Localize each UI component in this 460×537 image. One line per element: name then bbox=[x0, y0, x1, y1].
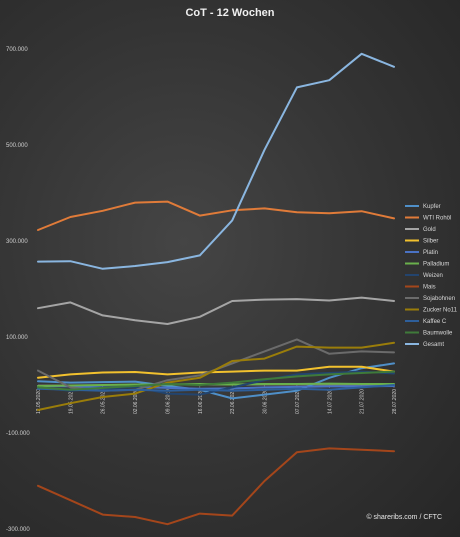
x-tick-label: 12.05.2020 bbox=[36, 389, 42, 414]
x-tick-label: 21.07.2020 bbox=[360, 389, 366, 414]
series-line-kaffee-c bbox=[37, 384, 395, 392]
y-tick-label: 700.000 bbox=[6, 47, 28, 53]
x-axis: 12.05.2020 19.05.2020 26.05.2020 02.06.2020… bbox=[36, 384, 398, 414]
y-tick-label: 500.000 bbox=[6, 143, 28, 149]
series-line-wti-roh-l bbox=[37, 200, 395, 231]
legend-item-label: Sojabohnen bbox=[423, 296, 455, 302]
x-tick-label: 30.06.2020 bbox=[263, 389, 269, 414]
legend-item-label: Weizen bbox=[423, 273, 443, 279]
plot-area bbox=[37, 52, 395, 526]
source-credit: © shareribs.com / CFTC bbox=[366, 513, 442, 521]
y-tick-label: 100.000 bbox=[6, 335, 28, 341]
x-tick-label: 23.06.2020 bbox=[230, 389, 236, 414]
legend-item-label: Palladium bbox=[423, 262, 449, 268]
legend-item-label: Kaffee C bbox=[423, 319, 447, 325]
legend: Kupfer WTI Rohöl Gold Silber Platin Palladium… bbox=[405, 204, 458, 348]
legend-item-label: WTI Rohöl bbox=[423, 216, 451, 222]
x-tick-label: 26.05.2020 bbox=[101, 389, 107, 414]
y-tick-label: -300.000 bbox=[6, 527, 30, 533]
legend-item-label: Silber bbox=[423, 239, 438, 245]
legend-item-label: Gold bbox=[423, 227, 436, 233]
legend-item-label: Baumwolle bbox=[423, 331, 453, 337]
series-line-zucker-no11 bbox=[37, 341, 395, 411]
x-tick-label: 19.05.2020 bbox=[68, 389, 74, 414]
series-line-gold bbox=[37, 296, 395, 325]
x-tick-label: 02.06.2020 bbox=[133, 389, 139, 414]
legend-item-label: Kupfer bbox=[423, 204, 441, 210]
series-line-mais bbox=[37, 447, 395, 526]
series-line-kupfer bbox=[37, 362, 395, 400]
legend-item-label: Mais bbox=[423, 285, 436, 291]
y-axis: -300.000 -100.000 100.000 300.000 500.000 700… bbox=[6, 47, 30, 533]
x-tick-label: 14.07.2020 bbox=[327, 389, 333, 414]
x-tick-label: 09.06.2020 bbox=[165, 389, 171, 414]
x-tick-label: 28.07.2020 bbox=[392, 389, 398, 414]
series-line-gesamt bbox=[37, 52, 395, 270]
x-tick-label: 16.06.2020 bbox=[198, 389, 204, 414]
chart-title: CoT - 12 Wochen bbox=[185, 7, 274, 19]
y-tick-label: 300.000 bbox=[6, 239, 28, 245]
series-line-silber bbox=[37, 365, 395, 379]
legend-item-label: Platin bbox=[423, 250, 438, 256]
legend-item-label: Zucker No11 bbox=[423, 308, 458, 314]
series-line-baumwolle bbox=[37, 370, 395, 391]
y-tick-label: -100.000 bbox=[6, 431, 30, 437]
x-tick-label: 07.07.2020 bbox=[295, 389, 301, 414]
legend-item-label: Gesamt bbox=[423, 342, 444, 348]
